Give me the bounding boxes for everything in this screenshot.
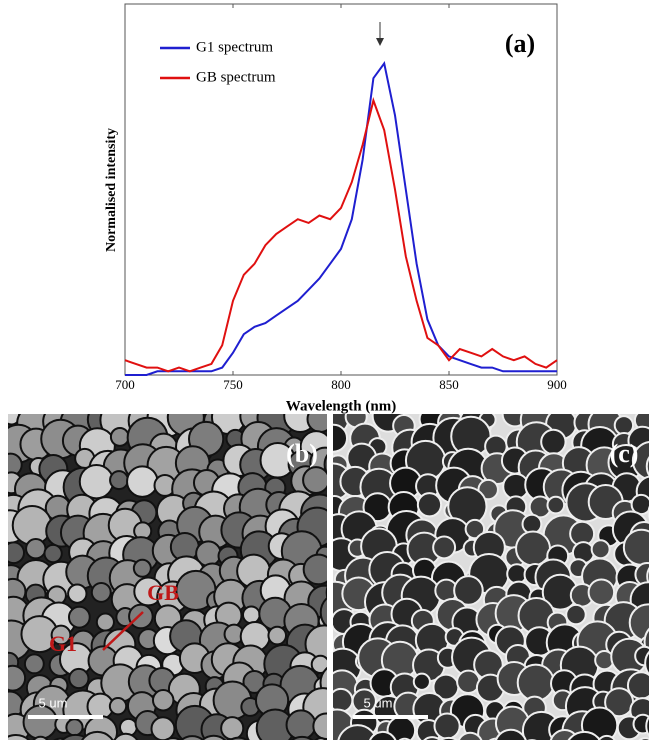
grain [80, 465, 113, 498]
x-tick-label: 800 [331, 377, 351, 392]
grain [66, 719, 82, 735]
grain [69, 669, 88, 688]
x-tick-label: 900 [547, 377, 567, 392]
grain [268, 627, 286, 645]
grain [434, 713, 459, 738]
grain [25, 654, 44, 673]
x-tick-label: 850 [439, 377, 459, 392]
grain [44, 545, 61, 562]
grain [3, 542, 24, 563]
grain [303, 467, 329, 493]
scale-bar-label: 5 um [39, 695, 68, 710]
grain [592, 540, 610, 558]
legend-label: G1 spectrum [196, 39, 273, 55]
grain [68, 584, 86, 602]
grain [624, 530, 649, 565]
grain [329, 689, 352, 712]
grain [566, 605, 585, 624]
grain [26, 539, 45, 558]
x-tick-label: 700 [115, 377, 135, 392]
x-tick-label: 750 [223, 377, 243, 392]
grain [24, 705, 57, 738]
annotation: G1 [49, 631, 77, 656]
panel-label: (a) [505, 29, 535, 58]
grain [110, 471, 128, 489]
grain [615, 416, 633, 434]
panel-label: (b) [286, 439, 318, 468]
series-line [125, 101, 557, 372]
grain [243, 607, 260, 624]
grain [541, 430, 565, 454]
grain [111, 428, 129, 446]
grain [221, 717, 243, 739]
figure: Normalised intensity Wavelength (nm) (a)… [0, 0, 649, 740]
plot-frame [125, 4, 557, 375]
grain [547, 497, 564, 514]
legend-label: GB spectrum [196, 69, 276, 85]
grain [518, 665, 554, 701]
y-axis-label: Normalised intensity [104, 128, 119, 252]
x-axis-label: Wavelength (nm) [286, 398, 396, 414]
annotation: GB [147, 580, 179, 605]
scale-bar-label: 5 um [364, 695, 393, 710]
grain [304, 555, 334, 585]
grain [287, 710, 316, 739]
grain [516, 532, 550, 566]
grain [127, 466, 158, 497]
grain [69, 607, 90, 628]
grain [97, 614, 114, 631]
grain [418, 493, 441, 516]
grain [151, 717, 174, 740]
grain [433, 536, 455, 558]
micrograph [315, 400, 649, 740]
grain [134, 560, 151, 577]
grain [589, 579, 615, 605]
peak-arrow-head [376, 38, 384, 46]
grain [110, 698, 126, 714]
grain [129, 605, 153, 629]
grain [92, 583, 111, 602]
grain [153, 690, 173, 710]
series-line [125, 63, 557, 375]
panel-label: (c) [610, 439, 639, 468]
grain [414, 674, 430, 690]
grain [0, 666, 25, 691]
